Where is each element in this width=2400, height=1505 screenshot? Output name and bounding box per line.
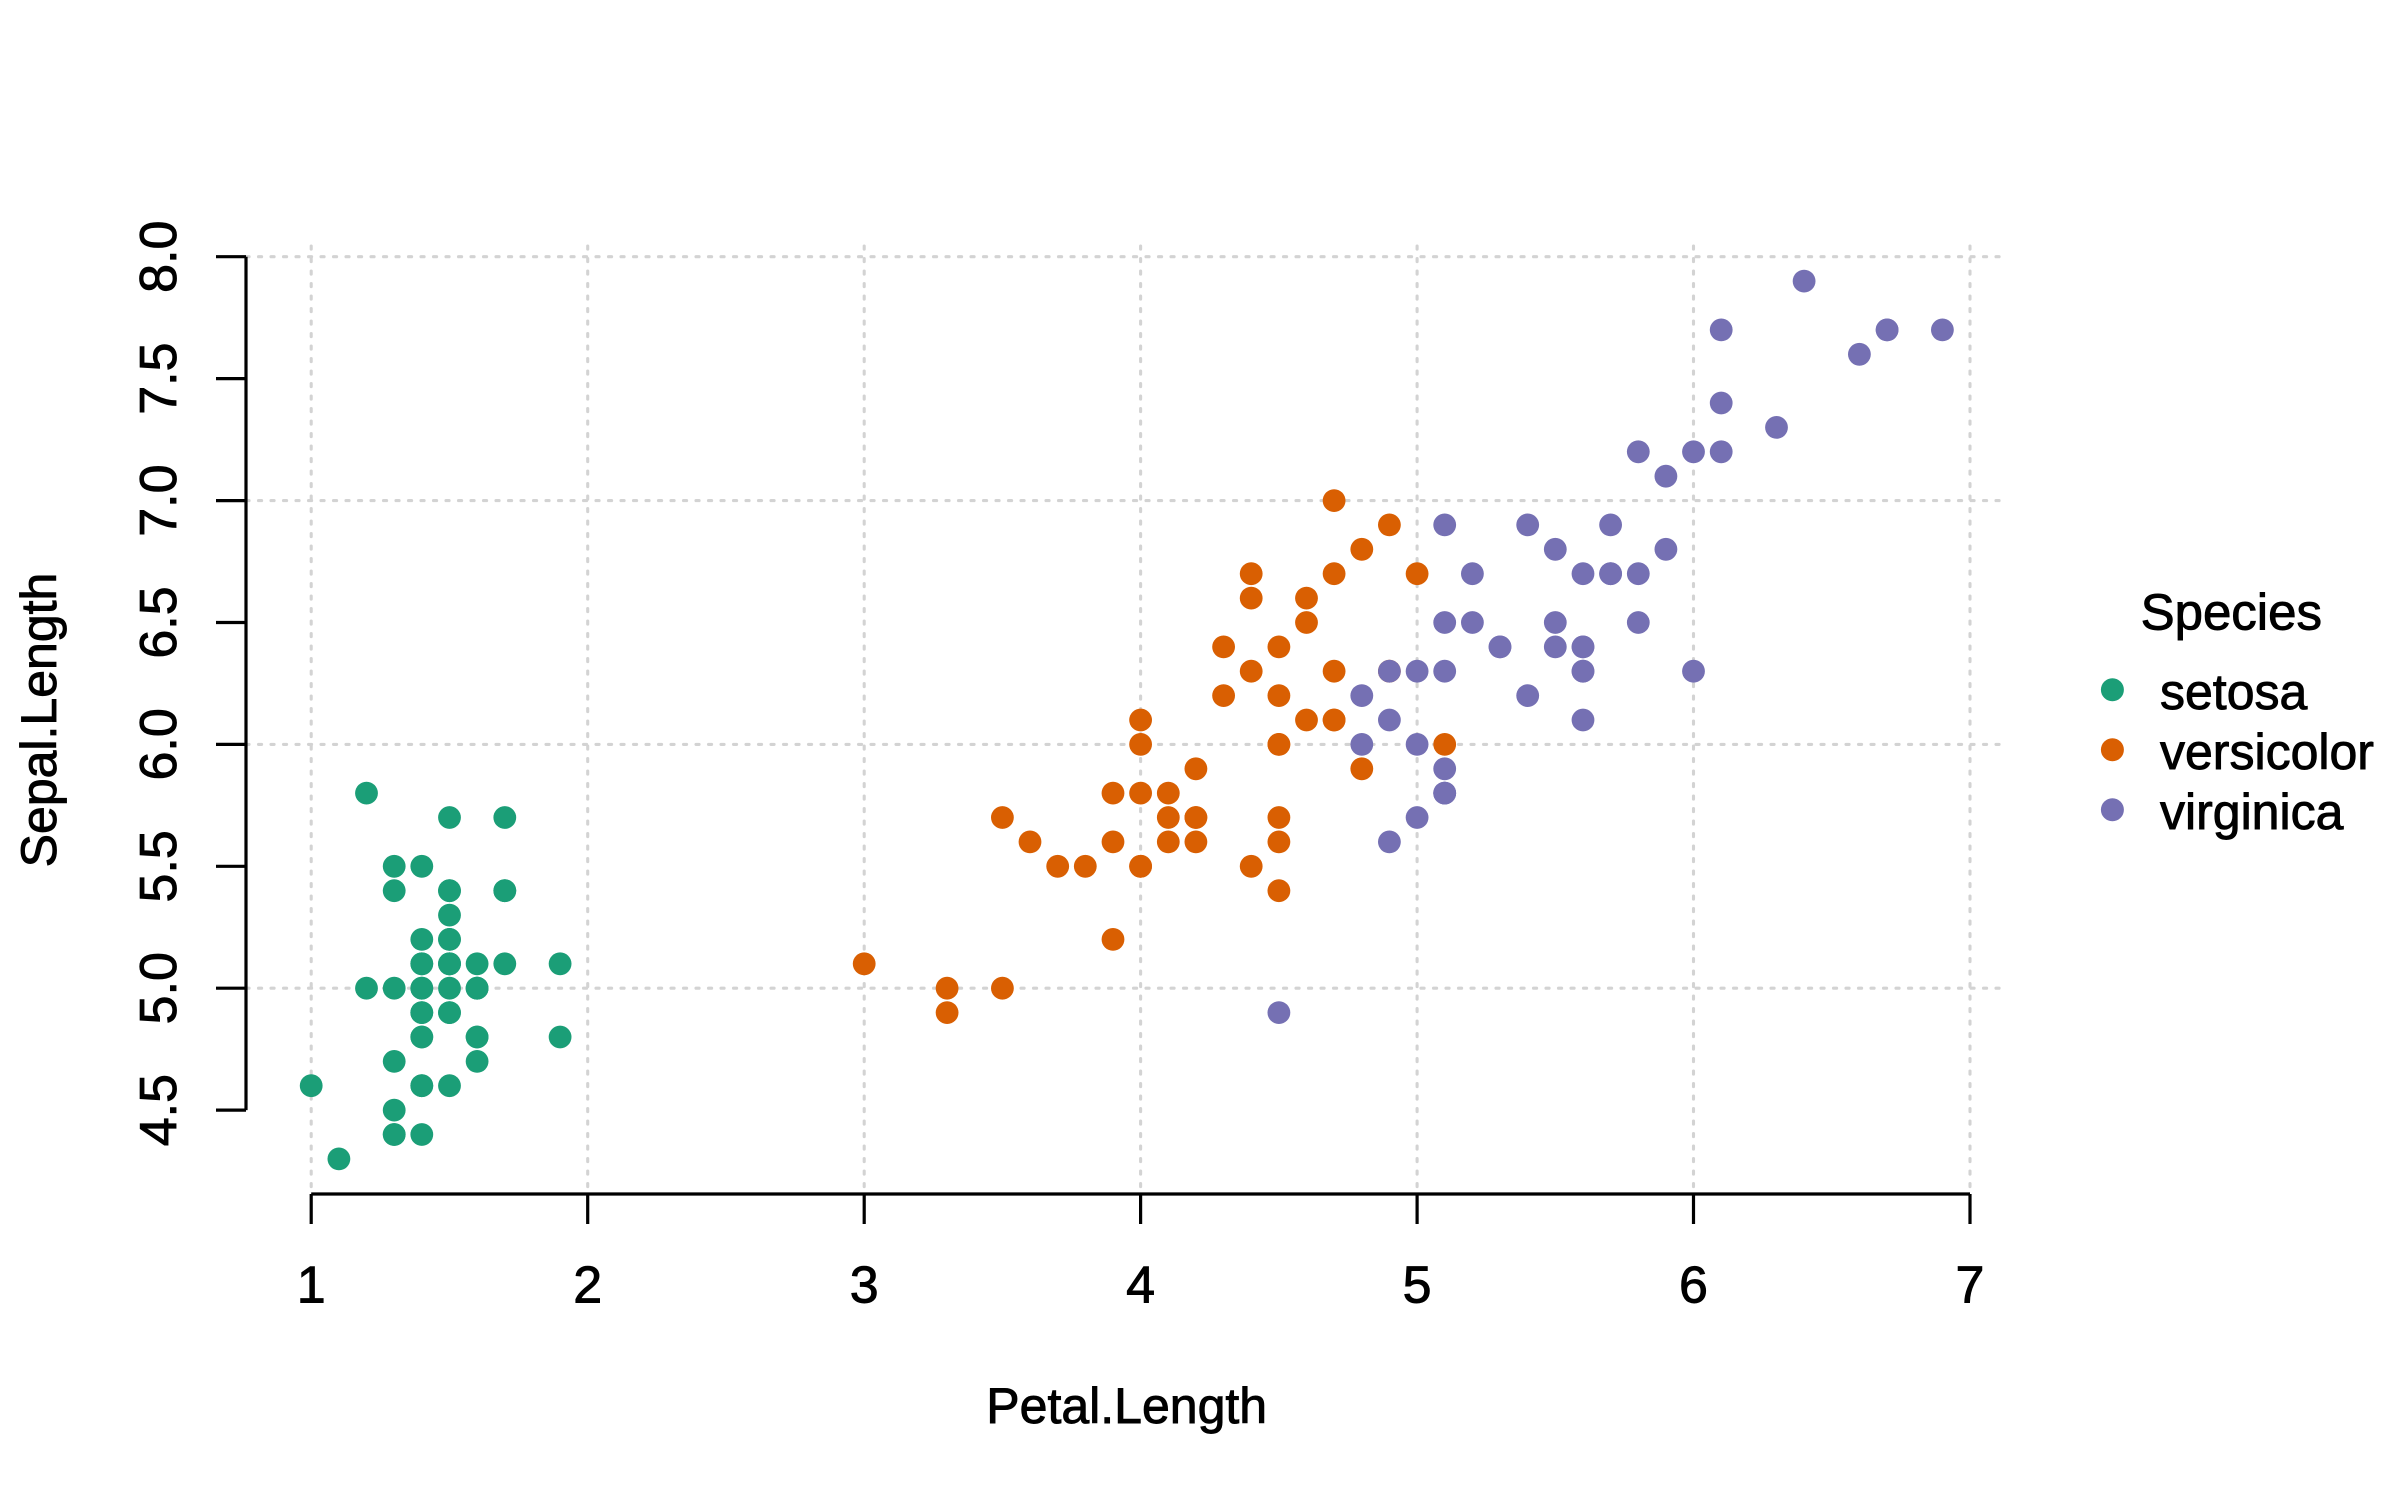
svg-text:5.0: 5.0 [130, 952, 188, 1024]
svg-text:7: 7 [1956, 1257, 1985, 1315]
svg-text:Sepal.Length: Sepal.Length [11, 573, 67, 868]
svg-text:5: 5 [1403, 1257, 1432, 1315]
svg-text:7.5: 7.5 [130, 342, 188, 414]
svg-text:4: 4 [1126, 1257, 1155, 1315]
svg-text:Species: Species [2141, 584, 2322, 641]
svg-text:Petal.Length: Petal.Length [986, 1378, 1267, 1434]
svg-text:8.0: 8.0 [130, 221, 188, 293]
svg-text:virginica: virginica [2160, 784, 2344, 840]
svg-text:setosa: setosa [2160, 664, 2308, 720]
svg-text:6.5: 6.5 [130, 586, 188, 658]
svg-text:6.0: 6.0 [130, 708, 188, 780]
svg-text:3: 3 [850, 1257, 879, 1315]
svg-text:versicolor: versicolor [2160, 724, 2374, 780]
svg-text:7.0: 7.0 [130, 464, 188, 536]
svg-text:1: 1 [297, 1257, 326, 1315]
svg-text:4.5: 4.5 [130, 1074, 188, 1146]
svg-text:5.5: 5.5 [130, 830, 188, 902]
svg-text:2: 2 [573, 1257, 602, 1315]
svg-text:6: 6 [1679, 1257, 1708, 1315]
